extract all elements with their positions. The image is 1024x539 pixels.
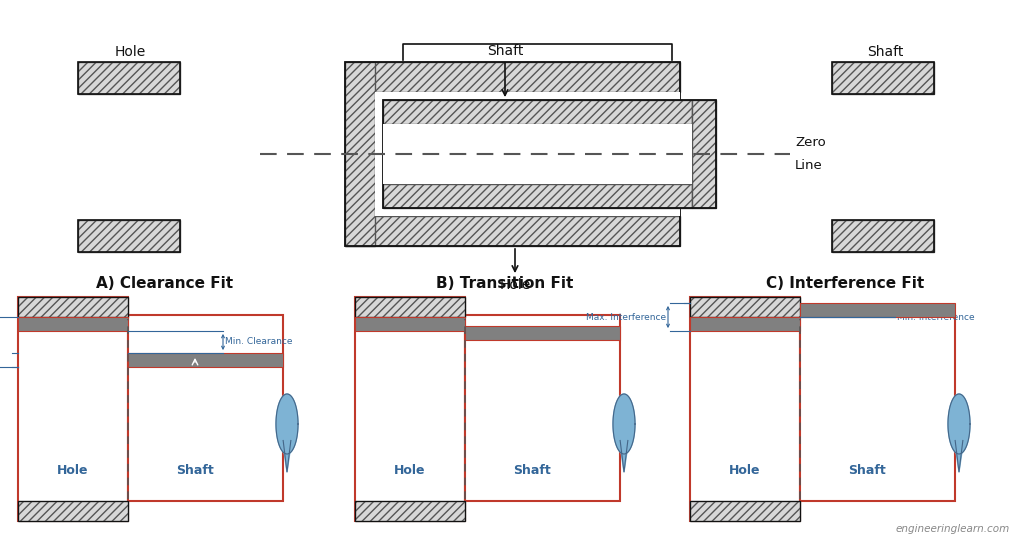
Bar (355, 297, 465, 317)
Text: Shaft: Shaft (486, 44, 523, 58)
Bar (78, 62, 180, 94)
Text: A) Clearance Fit: A) Clearance Fit (96, 277, 233, 292)
Bar (465, 315, 620, 501)
Bar (831, 220, 934, 252)
Bar (18, 317, 128, 331)
Bar (18, 297, 128, 521)
Bar (692, 100, 716, 208)
Bar (128, 353, 283, 367)
Bar (355, 501, 465, 521)
Bar (690, 297, 800, 317)
Bar (383, 124, 692, 184)
Text: C) Interference Fit: C) Interference Fit (766, 277, 924, 292)
Bar (831, 62, 934, 94)
Text: Hole: Hole (500, 278, 530, 292)
Text: Shaft: Shaft (866, 45, 903, 59)
Bar (78, 220, 180, 252)
Bar (18, 297, 128, 317)
Text: Shaft: Shaft (176, 465, 214, 478)
Bar (800, 303, 955, 317)
Polygon shape (954, 442, 964, 472)
Bar (355, 317, 465, 331)
Text: Hole: Hole (869, 229, 901, 243)
Text: Hole: Hole (729, 465, 761, 478)
Bar (18, 501, 128, 521)
Bar (355, 297, 465, 317)
Polygon shape (276, 394, 298, 454)
Text: Max. Interference: Max. Interference (586, 313, 666, 321)
Polygon shape (620, 442, 629, 472)
Bar (78, 220, 180, 252)
Bar (690, 501, 800, 521)
Text: Line: Line (795, 159, 822, 172)
Bar (345, 62, 680, 92)
Bar (345, 62, 375, 246)
Text: Min. Interference: Min. Interference (897, 313, 975, 321)
Text: Hole: Hole (394, 465, 426, 478)
Text: Zero: Zero (795, 136, 825, 149)
Bar (800, 315, 955, 501)
Bar (690, 297, 800, 317)
Text: Min. Clearance: Min. Clearance (225, 337, 293, 347)
Text: Shaft: Shaft (513, 465, 551, 478)
Text: B) Transition Fit: B) Transition Fit (436, 277, 573, 292)
Bar (465, 326, 620, 340)
Bar (78, 62, 180, 94)
Bar (383, 100, 716, 208)
Bar (831, 62, 934, 94)
Bar (355, 297, 465, 521)
Polygon shape (283, 442, 292, 472)
Bar (345, 216, 680, 246)
Text: Shaft: Shaft (848, 465, 886, 478)
Bar (18, 297, 128, 317)
Polygon shape (948, 394, 970, 454)
Polygon shape (613, 394, 635, 454)
Bar (128, 315, 283, 501)
Bar (345, 62, 680, 246)
Text: Hole: Hole (57, 465, 89, 478)
Bar (690, 297, 800, 521)
Text: Shaft: Shaft (112, 229, 148, 243)
Bar (375, 92, 680, 216)
Bar (831, 220, 934, 252)
Bar (690, 501, 800, 521)
Bar (383, 100, 692, 124)
Bar (383, 184, 692, 208)
Bar (355, 501, 465, 521)
Bar (18, 501, 128, 521)
Text: Hole: Hole (115, 45, 145, 59)
Bar (690, 317, 800, 331)
Text: engineeringlearn.com: engineeringlearn.com (896, 524, 1010, 534)
